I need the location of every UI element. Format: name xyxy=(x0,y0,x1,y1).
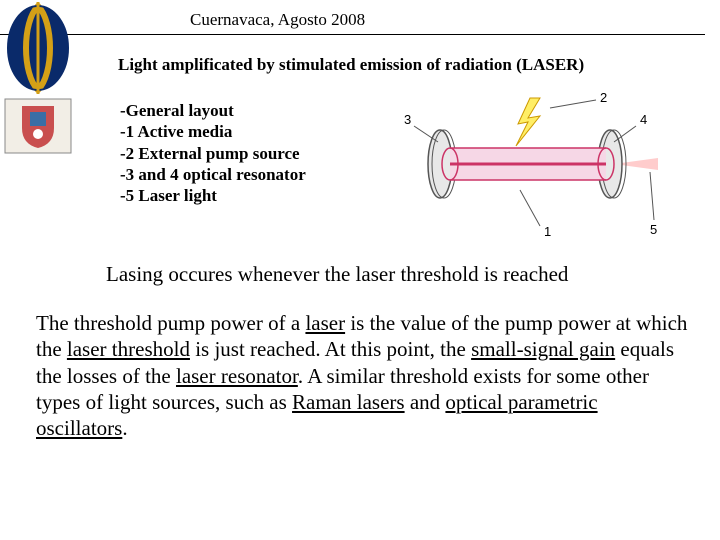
term-raman-lasers: Raman lasers xyxy=(292,390,405,414)
layout-item: -General layout xyxy=(120,100,306,121)
term-laser-resonator: laser resonator xyxy=(176,364,298,388)
term-small-signal-gain: small-signal gain xyxy=(471,337,615,361)
para-text: The threshold pump power of a xyxy=(36,311,305,335)
layout-item: -3 and 4 optical resonator xyxy=(120,164,306,185)
layout-item: -1 Active media xyxy=(120,121,306,142)
para-text: is just reached. At this point, the xyxy=(190,337,471,361)
para-text: and xyxy=(405,390,446,414)
threshold-paragraph: The threshold pump power of a laser is t… xyxy=(36,310,690,441)
header-text: Cuernavaca, Agosto 2008 xyxy=(190,10,365,30)
diagram-label-2: 2 xyxy=(600,90,607,105)
header-divider xyxy=(0,34,705,35)
layout-list: -General layout -1 Active media -2 Exter… xyxy=(120,100,306,206)
para-text: . xyxy=(122,416,127,440)
diagram-label-1: 1 xyxy=(544,224,551,239)
laser-diagram: 1 2 3 4 5 xyxy=(400,90,660,240)
lasing-statement: Lasing occures whenever the laser thresh… xyxy=(106,262,568,287)
layout-item: -2 External pump source xyxy=(120,143,306,164)
diagram-label-4: 4 xyxy=(640,112,647,127)
diagram-label-3: 3 xyxy=(404,112,411,127)
layout-item: -5 Laser light xyxy=(120,185,306,206)
university-shield-icon xyxy=(4,98,72,154)
term-laser-threshold: laser threshold xyxy=(67,337,190,361)
slide-title: Light amplificated by stimulated emissio… xyxy=(118,55,584,75)
diagram-label-5: 5 xyxy=(650,222,657,237)
institution-logo-icon xyxy=(4,2,72,94)
term-laser: laser xyxy=(305,311,345,335)
